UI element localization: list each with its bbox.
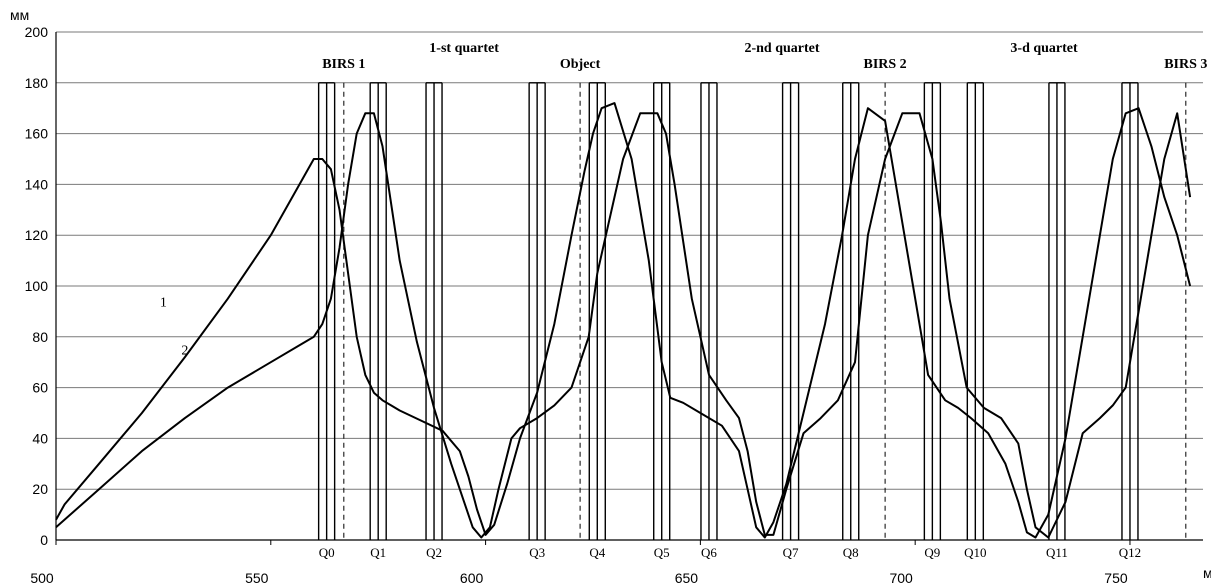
quad-label-q7: Q7 [783,545,799,560]
series-line-2 [55,112,1192,539]
y-axis-unit-label: мм [10,7,29,23]
x-tick-label-600: 600 [460,570,484,586]
x-tick-label-750: 750 [1104,570,1128,586]
y-tick-label-20: 20 [32,481,48,497]
y-tick-label-200: 200 [25,24,49,40]
y-tick-label-40: 40 [32,430,48,446]
quad-label-q10: Q10 [964,545,986,560]
marker-label-birs-3: BIRS 3 [1164,57,1207,72]
marker-lines [343,82,1187,540]
quadrupole-lenses [317,82,1139,540]
series-line-1 [55,102,1192,539]
y-tick-label-0: 0 [40,532,48,548]
y-tick-label-100: 100 [25,278,49,294]
quad-label-q5: Q5 [654,545,670,560]
annotations: Q0 Q1 Q2 Q3 Q4 Q5 Q6 Q7 Q8 Q9 Q10 Q11 Q12 BIRS 1 Objec… [160,41,1208,560]
series-lines [55,102,1192,539]
quad-label-q12: Q12 [1119,545,1141,560]
section-label-1: 1-st quartet [429,41,499,56]
quad-label-q11: Q11 [1046,545,1068,560]
quad-label-q1: Q1 [370,545,386,560]
quad-label-q9: Q9 [924,545,940,560]
y-tick-label-80: 80 [32,329,48,345]
quad-label-q4: Q4 [589,545,605,560]
curve-label-1: 1 [160,295,167,310]
quad-label-q2: Q2 [426,545,442,560]
axes: 0 20 40 60 80 100 120 140 160 180 200 500 550 600 650 7… [25,24,1203,586]
marker-label-object: Object [560,57,601,72]
marker-label-birs-1: BIRS 1 [322,57,365,72]
y-tick-label-60: 60 [32,380,48,396]
section-label-2: 2-nd quartet [744,41,819,56]
x-tick-label-550: 550 [245,570,269,586]
y-tick-label-160: 160 [25,126,49,142]
grid-lines [56,31,1203,541]
x-tick-label-650: 650 [675,570,699,586]
curve-label-2: 2 [181,344,188,359]
section-label-3: 3-d quartet [1010,41,1078,56]
quad-label-q8: Q8 [843,545,859,560]
y-tick-label-140: 140 [25,176,49,192]
x-axis-unit-label: м [1203,565,1211,581]
y-tick-label-180: 180 [25,75,49,91]
quad-label-q0: Q0 [319,545,335,560]
x-tick-label-700: 700 [889,570,913,586]
y-tick-label-120: 120 [25,227,49,243]
quad-label-q6: Q6 [701,545,717,560]
marker-label-birs-2: BIRS 2 [864,57,907,72]
quad-label-q3: Q3 [529,545,545,560]
x-tick-label-500: 500 [30,570,54,586]
